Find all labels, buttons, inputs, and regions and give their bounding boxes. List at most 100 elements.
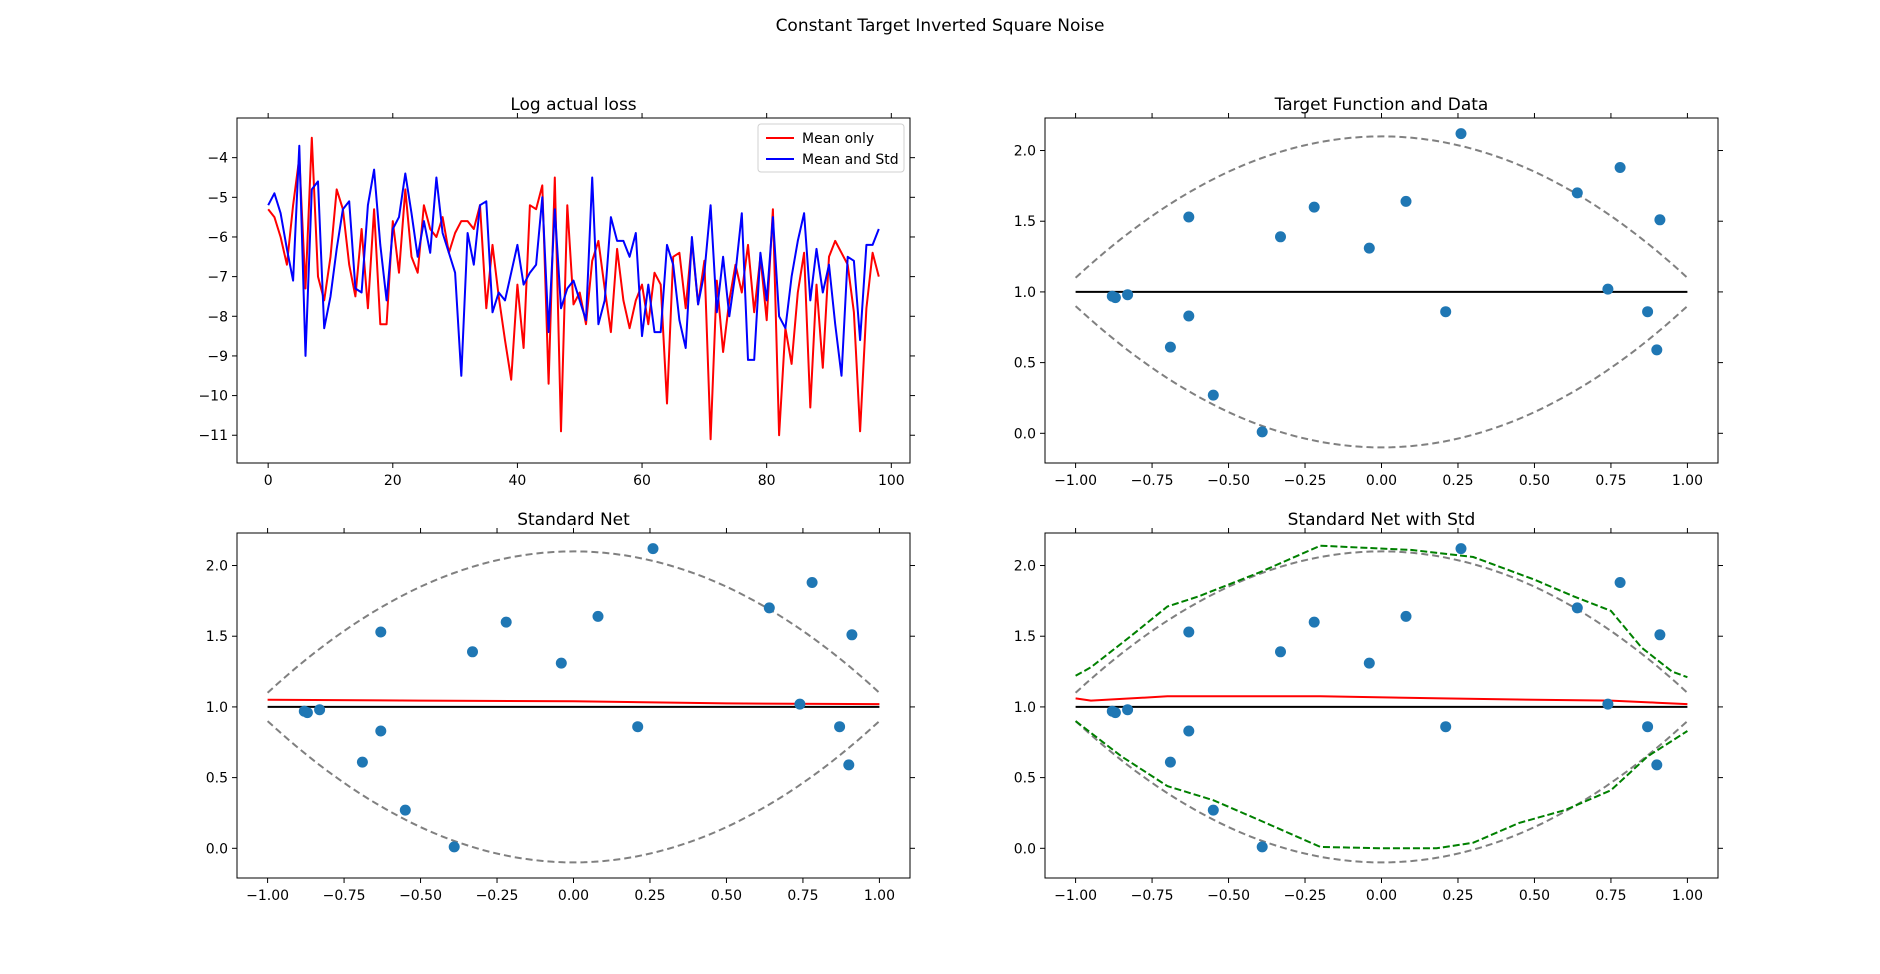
upper-noise-bound [1074,135,1689,279]
data-point [1164,341,1176,353]
std-lower-line [1074,720,1688,850]
y-tick-label: 1.0 [206,700,228,716]
data-point [763,602,775,614]
data-point [846,629,858,641]
y-tick-label: 0.0 [206,841,228,857]
data-point [843,759,855,771]
legend-box [757,123,905,173]
data-point [467,646,478,658]
axes-frame [236,117,911,464]
y-tick-label: 1.0 [1014,285,1036,301]
data-point [1614,162,1626,173]
data-point [1571,187,1583,199]
data-point [1455,543,1467,555]
x-tick-label: 80 [758,473,776,489]
x-tick-label: −1.00 [246,888,289,904]
plot-area [267,136,880,441]
y-tick-label: 2.0 [1014,559,1036,575]
data-point [1363,242,1375,254]
data-point [592,610,604,622]
series-line-mean-only [267,136,880,441]
data-point [399,804,411,816]
x-tick-label: 60 [633,473,651,489]
data-point [375,626,387,638]
plot-area [1074,128,1689,449]
y-tick-label: −5 [207,190,228,206]
data-point [1275,646,1286,658]
figure-suptitle: Constant Target Inverted Square Noise [776,16,1105,36]
x-tick-label: 0 [264,473,273,489]
data-point [1122,289,1134,301]
panel-title: Target Function and Data [1274,95,1489,115]
panel-log-loss: Log actual loss 0 20 40 60 80 100 −4 −5 −6 −7 −8 −9 −… [198,95,915,489]
data-point [356,756,368,768]
data-point [314,704,326,716]
x-tick-label: −0.25 [476,888,519,904]
data-point [1400,610,1412,622]
data-point [1308,201,1320,213]
x-tick-label: −0.50 [1207,888,1250,904]
data-point [1164,756,1176,768]
x-tick-label: 40 [509,473,527,489]
data-point [500,616,512,628]
panel-standard-net-std: Standard Net with Std −1.00 −0.75 −0.50 −0.2… [1014,510,1723,904]
data-point [1614,577,1626,588]
data-point [1602,283,1614,295]
y-tick-label: 0.0 [1014,841,1036,857]
data-point [1651,759,1663,771]
x-tick-label: −0.25 [1284,888,1327,904]
series-line-mean-and-std [267,144,880,377]
x-tick-label: 1.00 [864,888,895,904]
axes-frame [1044,532,1719,879]
y-tick-label: 1.5 [1014,629,1036,645]
data-point [1363,657,1375,669]
data-point [1275,231,1286,243]
data-point [834,721,846,733]
legend: Mean only Mean and Std [757,123,905,173]
lower-noise-bound [1074,305,1689,449]
panel-target-function: Target Function and Data −1.00 −0.75 −0.50 −… [1014,95,1723,489]
data-point [1183,211,1195,223]
y-tick-label: −10 [198,389,228,405]
data-point [647,543,659,555]
data-point [1308,616,1320,628]
y-tick-label: 1.0 [1014,700,1036,716]
x-tick-label: 100 [878,473,905,489]
data-point [1642,306,1654,318]
panel-standard-net: Standard Net −1.00 −0.75 −0.50 −0.25 0.00 0.25… [206,510,915,904]
x-tick-label: −0.50 [399,888,442,904]
data-point [1400,195,1412,207]
y-tick-label: 1.5 [1014,214,1036,230]
x-tick-label: −0.25 [1284,473,1327,489]
data-point [1207,389,1219,401]
data-point [1183,725,1195,737]
data-point [632,721,644,733]
std-upper-line [1075,544,1688,679]
data-point [794,698,806,710]
x-tick-label: 0.25 [1442,888,1473,904]
y-tick-label: −11 [198,428,228,444]
prediction-line [1075,695,1688,706]
data-point [1642,721,1654,733]
x-tick-label: 0.75 [1595,473,1626,489]
x-tick-label: −0.75 [323,888,366,904]
data-point [1571,602,1583,614]
data-point [1256,426,1268,438]
y-tick-label: 0.5 [1014,771,1036,787]
data-point [1122,704,1134,716]
plot-area [1074,543,1689,864]
data-point [1440,306,1452,318]
data-point [1207,804,1219,816]
x-tick-label: −0.50 [1207,473,1250,489]
x-tick-label: −0.75 [1131,888,1174,904]
y-tick-label: −9 [207,349,228,365]
x-tick-label: −1.00 [1054,888,1097,904]
x-tick-label: 1.00 [1672,473,1703,489]
data-point [1654,629,1666,641]
data-point [1654,214,1666,226]
x-tick-label: 0.25 [1442,473,1473,489]
data-point [1183,626,1195,638]
y-tick-label: 0.5 [206,771,228,787]
upper-noise-bound [266,550,881,694]
